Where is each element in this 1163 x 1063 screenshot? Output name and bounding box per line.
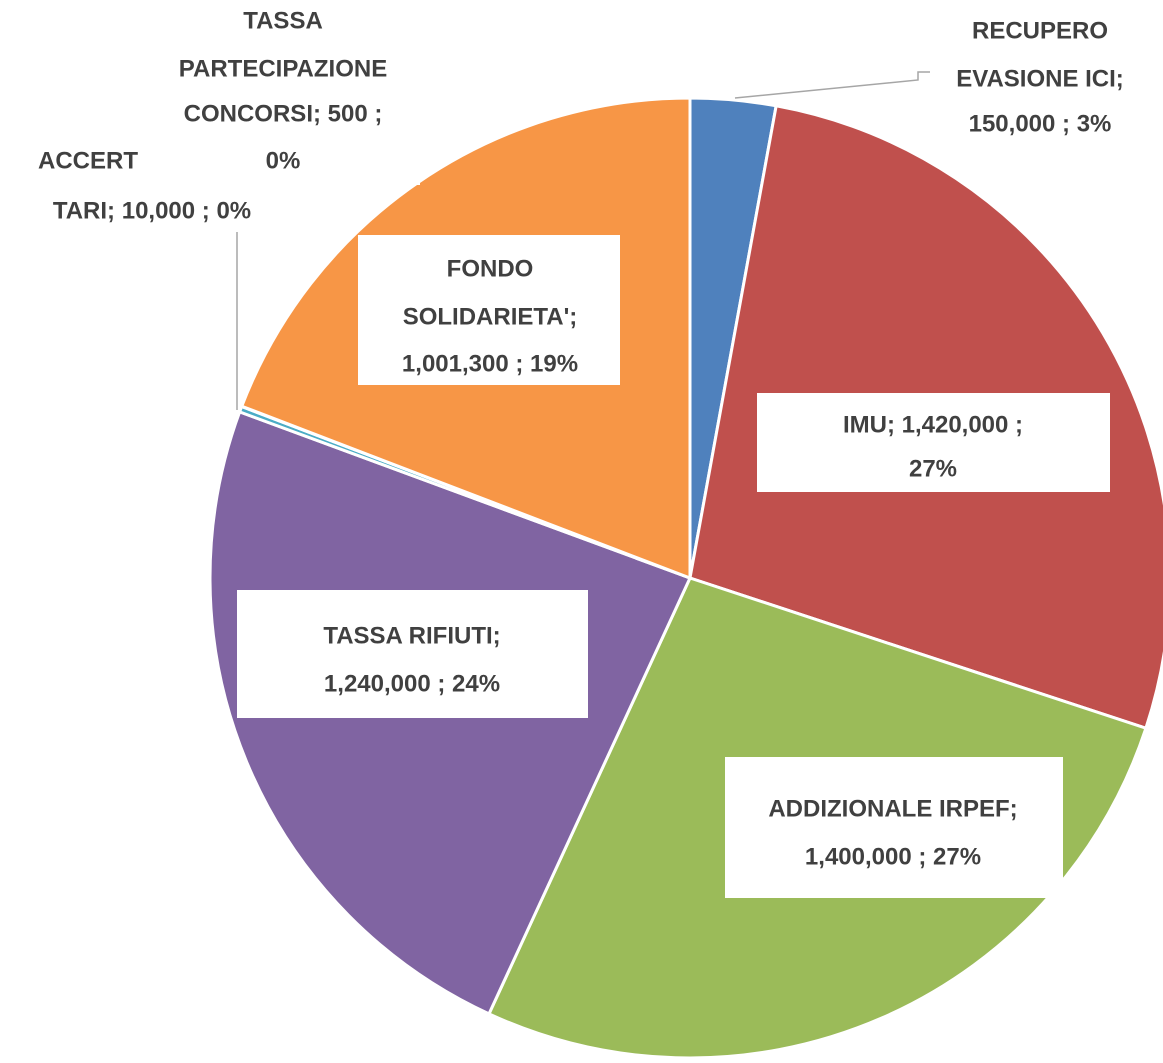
data-label: IMU; 1,420,000 ; <box>843 411 1023 438</box>
data-label: 0% <box>266 147 301 174</box>
leader-line <box>734 71 930 99</box>
data-label: TASSA RIFIUTI; <box>323 622 500 649</box>
data-label: TARI; 10,000 ; 0% <box>53 197 251 224</box>
data-label: 150,000 ; 3% <box>969 110 1112 137</box>
label-box <box>170 140 420 185</box>
label-box <box>358 235 620 385</box>
data-label: 1,400,000 ; 27% <box>805 843 981 870</box>
data-label: ACCERT <box>38 147 138 174</box>
data-label: 27% <box>909 455 957 482</box>
data-label: TASSA <box>243 7 323 34</box>
label-box <box>725 757 1063 898</box>
data-label: RECUPERO <box>972 17 1108 44</box>
data-label: 1,240,000 ; 24% <box>324 670 500 697</box>
data-label: ADDIZIONALE IRPEF; <box>768 795 1017 822</box>
data-label: 1,001,300 ; 19% <box>402 350 578 377</box>
data-label: EVASIONE ICI; <box>956 65 1124 92</box>
label-box <box>757 393 1110 492</box>
data-label: PARTECIPAZIONE <box>179 55 387 82</box>
data-label: FONDO <box>447 255 534 282</box>
data-label: SOLIDARIETA'; <box>403 303 578 330</box>
label-box <box>237 590 588 718</box>
data-label: CONCORSI; 500 ; <box>184 100 383 127</box>
